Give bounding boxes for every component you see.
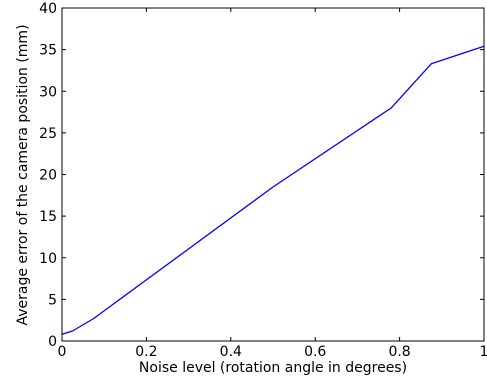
series-line-0	[61, 45, 485, 335]
x-axis-label: Noise level (rotation angle in degrees)	[139, 360, 407, 376]
y-tick-label: 15	[39, 209, 57, 225]
y-tick-label: 25	[39, 126, 57, 142]
x-tick-label: 0.6	[304, 344, 326, 360]
plot-frame	[61, 7, 485, 342]
y-tick-label: 5	[48, 292, 57, 308]
y-tick-label: 40	[39, 1, 57, 17]
y-tick-label: 35	[39, 43, 57, 59]
x-tick-label: 0.8	[388, 344, 410, 360]
x-tick-label: 0.4	[220, 344, 242, 360]
x-tick-label: 0	[58, 344, 67, 360]
y-tick-label: 0	[48, 334, 57, 350]
x-tick-label: 0.2	[135, 344, 157, 360]
y-tick-label: 30	[39, 84, 57, 100]
y-tick-label: 10	[39, 251, 57, 267]
x-tick-label: 1	[480, 344, 487, 360]
y-axis-label: Average error of the camera position (mm…	[15, 24, 31, 325]
y-tick-label: 20	[39, 168, 57, 184]
